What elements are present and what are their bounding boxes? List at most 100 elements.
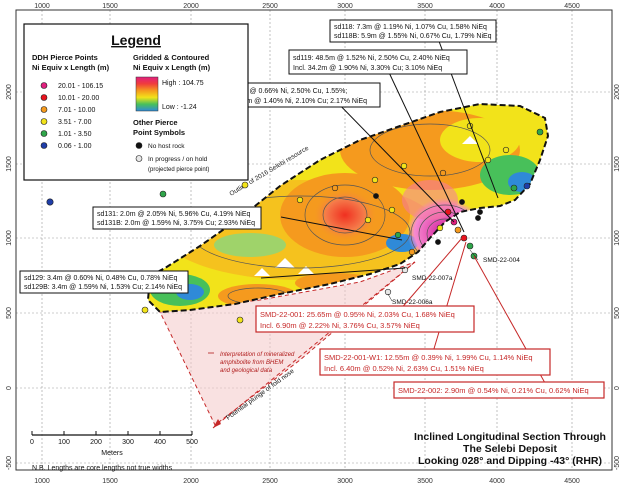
scale-tick-label: 200 [90, 439, 102, 446]
scale-tick-label: 400 [154, 439, 166, 446]
red-callouts: SMD-22-001: 25.65m @ 0.95% Ni, 2.03% Cu,… [255, 305, 605, 399]
interpretation-note: Interpretation of mineralized amphibolit… [220, 352, 295, 374]
scale-tick-label: 300 [122, 439, 134, 446]
legend-class-label: 3.51 - 7.00 [58, 119, 92, 126]
x-tick-label-bottom: 3000 [337, 478, 353, 485]
legend-class-swatch [40, 94, 48, 101]
svg-text:SMD-22-001-W1: 12.55m @ 0.39%: SMD-22-001-W1: 12.55m @ 0.39% Ni, 1.99% … [324, 353, 533, 362]
legend-class-label: 1.01 - 3.50 [58, 131, 92, 138]
legend-class-label: 0.06 - 1.00 [58, 143, 92, 150]
y-tick-label-right: -500 [614, 456, 621, 470]
x-tick-label-top: 2500 [262, 3, 278, 10]
y-tick-label-left: 1000 [6, 230, 13, 246]
legend-high: High : 104.75 [162, 80, 204, 87]
svg-text:SMD-22-002: 2.90m @ 0.54% Ni,: SMD-22-002: 2.90m @ 0.54% Ni, 0.21% Cu, … [398, 386, 589, 395]
legend-other-sub: (projected pierce point) [148, 167, 209, 173]
svg-text:sd129: 3.4m @ 0.60% Ni, 0.48%: sd129: 3.4m @ 0.60% Ni, 0.48% Cu, 0.78% … [24, 275, 178, 282]
legend: Legend DDH Pierce Points Ni Equiv x Leng… [23, 23, 249, 181]
callout-sd118: sd118: 7.3m @ 1.19% Ni, 1.07% Cu, 1.58% … [329, 19, 497, 43]
svg-text:amphibolite from BHEM: amphibolite from BHEM [220, 360, 283, 366]
legend-other-symbols: No host rock In progress / on hold [135, 142, 208, 163]
x-tick-label-bottom: 4000 [489, 478, 505, 485]
x-tick-label-top: 1000 [34, 3, 50, 10]
scale-tick-label: 100 [58, 439, 70, 446]
scale-note: N.B. Lengths are core lengths not true w… [32, 465, 173, 472]
svg-text:Incl. 6.40m @ 0.52% Ni, 2.63%: Incl. 6.40m @ 0.52% Ni, 2.63% Cu, 1.51% … [324, 364, 484, 373]
legend-class-swatch [40, 106, 48, 113]
y-tick-label-left: 2000 [6, 84, 13, 100]
x-tick-label-bottom: 2500 [262, 478, 278, 485]
legend-other-swatch [135, 155, 143, 162]
svg-text:sd131: 2.0m @ 2.05% Ni, 5.96%: sd131: 2.0m @ 2.05% Ni, 5.96% Cu, 4.19% … [97, 211, 251, 218]
svg-text:sd121: 6.0m @ 0.66% Ni, 2.50%: sd121: 6.0m @ 0.66% Ni, 2.50% Cu, 1.55%; [209, 88, 347, 95]
svg-text:Incl. 34.2m @ 1.90% Ni, 3.30%: Incl. 34.2m @ 1.90% Ni, 3.30% Cu; 3.10% … [293, 65, 442, 72]
legend-grid-title-1: Gridded & Contoured [133, 53, 210, 62]
svg-text:sd129B: 3.4m @ 1.59% Ni, 1.53%: sd129B: 3.4m @ 1.59% Ni, 1.53% Cu; 2.14%… [24, 284, 182, 291]
x-tick-label-bottom: 1500 [102, 478, 118, 485]
x-tick-label-bottom: 3500 [417, 478, 433, 485]
svg-text:Interpretation of mineralized: Interpretation of mineralized [220, 352, 295, 358]
legend-color-ramp [135, 76, 159, 112]
title-line-3: Looking 028° and Dipping -43° (RHR) [418, 455, 602, 467]
leader-lines [260, 35, 499, 279]
map-frame [15, 9, 613, 471]
x-axis-labels: 1000100015001500200020002500250030003000… [34, 3, 580, 485]
title-line-1: Inclined Longitudinal Section Through [414, 431, 606, 443]
legend-classes: 20.01 - 106.15 10.01 - 20.00 7.01 - 10.00 3… [40, 82, 103, 150]
scale-tick-label: 0 [30, 439, 34, 446]
x-tick-label-bottom: 4500 [564, 478, 580, 485]
legend-grid-title-2: Ni Equiv x Length (m) [133, 63, 211, 72]
svg-text:sd121B: 4.4m @ 1.40% Ni, 2.10%: sd121B: 4.4m @ 1.40% Ni, 2.10% Cu; 2.17%… [209, 98, 367, 105]
y-tick-label-right: 2000 [614, 84, 621, 100]
y-tick-label-right: 1500 [614, 156, 621, 172]
scale-tick-label: 500 [186, 439, 198, 446]
svg-text:sd118B: 5.9m @ 1.55% Ni, 0.67%: sd118B: 5.9m @ 1.55% Ni, 0.67% Cu, 1.79%… [334, 33, 492, 40]
legend-pierce-title-2: Ni Equiv x Length (m) [32, 63, 110, 72]
y-tick-label-left: 1500 [6, 156, 13, 172]
svg-text:Incl. 6.90m @ 2.22% Ni, 3.76%: Incl. 6.90m @ 2.22% Ni, 3.76% Cu, 3.57% … [260, 321, 420, 330]
callout-sd119: sd119: 48.5m @ 1.52% Ni, 2.50% Cu, 2.40%… [288, 49, 468, 75]
legend-class-label: 20.01 - 106.15 [58, 83, 103, 90]
svg-text:sd118: 7.3m @ 1.19% Ni, 1.07%: sd118: 7.3m @ 1.19% Ni, 1.07% Cu, 1.58% … [334, 24, 487, 31]
legend-low: Low : -1.24 [162, 104, 197, 111]
legend-class-label: 7.01 - 10.00 [58, 107, 95, 114]
legend-title: Legend [111, 32, 161, 48]
label-smd-22-006a: SMD-22-006a [392, 299, 433, 306]
y-tick-label-right: 500 [614, 307, 621, 319]
scale-bar: 0 100 200 300 400 500 Meters N.B. Lengths are… [30, 431, 198, 472]
x-tick-label-top: 3000 [337, 3, 353, 10]
plunge-arrowhead [213, 419, 221, 428]
legend-other-title-1: Other Pierce [133, 118, 178, 127]
legend-class-swatch [40, 118, 48, 125]
callout-smd-22-002: SMD-22-002: 2.90m @ 0.54% Ni, 0.21% Cu, … [393, 381, 605, 399]
callout-smd-22-001-w1: SMD-22-001-W1: 12.55m @ 0.39% Ni, 1.99% … [319, 348, 551, 376]
legend-class-swatch [40, 142, 48, 149]
svg-text:sd119: 48.5m @ 1.52% Ni, 2.50%: sd119: 48.5m @ 1.52% Ni, 2.50% Cu, 2.40%… [293, 55, 450, 62]
title-line-2: The Selebi Deposit [463, 443, 557, 455]
legend-other-label: In progress / on hold [148, 156, 208, 163]
callout-smd-22-001: SMD-22-001: 25.65m @ 0.95% Ni, 2.03% Cu,… [255, 305, 475, 333]
x-tick-label-bottom: 2000 [183, 478, 199, 485]
legend-class-swatch [40, 130, 48, 137]
label-smd-22-007a: SMD-22-007a [412, 275, 453, 282]
x-tick-label-top: 4500 [564, 3, 580, 10]
legend-pierce-title-1: DDH Pierce Points [32, 53, 98, 62]
x-tick-label-top: 3500 [417, 3, 433, 10]
black-callouts: sd118: 7.3m @ 1.19% Ni, 1.07% Cu, 1.58% … [19, 19, 497, 294]
svg-text:sd131B: 2.0m @ 1.59% Ni, 3.75%: sd131B: 2.0m @ 1.59% Ni, 3.75% Cu; 2.93%… [97, 220, 255, 227]
legend-class-label: 10.01 - 20.00 [58, 95, 99, 102]
resource-outline-2016 [146, 102, 550, 314]
x-tick-label-bottom: 1000 [34, 478, 50, 485]
svg-text:SMD-22-001: 25.65m @ 0.95% Ni,: SMD-22-001: 25.65m @ 0.95% Ni, 2.03% Cu,… [260, 310, 455, 319]
y-tick-label-left: 0 [6, 386, 13, 390]
x-tick-label-top: 2000 [183, 3, 199, 10]
callout-sd129: sd129: 3.4m @ 0.60% Ni, 0.48% Cu, 0.78% … [19, 270, 189, 294]
y-tick-label-left: -500 [6, 456, 13, 470]
legend-other-title-2: Point Symbols [133, 128, 185, 137]
legend-other-swatch [135, 142, 143, 149]
legend-other-label: No host rock [148, 143, 185, 150]
callout-sd131: sd131: 2.0m @ 2.05% Ni, 5.96% Cu, 4.19% … [92, 206, 262, 230]
